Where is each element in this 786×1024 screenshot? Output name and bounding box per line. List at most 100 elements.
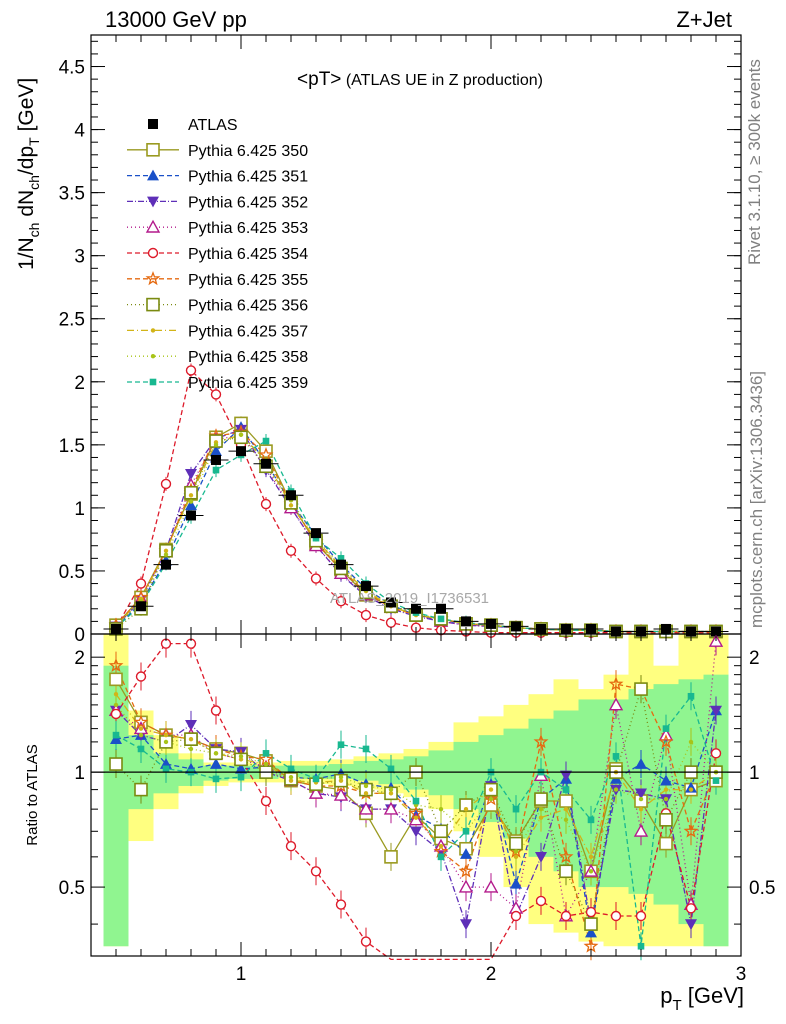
series-point-ratio: [237, 773, 245, 781]
series-point-ratio: [312, 775, 320, 783]
series-point-ratio: [113, 691, 119, 697]
series-point-ratio: [410, 826, 422, 838]
main-ytick-label: 0.5: [59, 562, 85, 583]
xtick-label: 1: [236, 964, 247, 985]
side-label-bottom: mcplots.cern.ch [arXiv:1306.3436]: [747, 371, 766, 628]
series-point-ratio: [285, 840, 297, 852]
axes: 0 0.5 1 1.5 2 2.5 3 3.5 4 4.5 0.5 0.5 1 1 2 2 1 2 3: [59, 34, 775, 985]
series-point-ratio: [583, 938, 599, 953]
series-point-main: [210, 445, 222, 456]
series-point-main: [360, 609, 372, 621]
data-point: [161, 559, 171, 570]
data-point: [211, 454, 221, 465]
series-point-ratio: [688, 787, 694, 792]
legend-marker: [145, 219, 161, 233]
data-point: [411, 603, 421, 614]
series-point-ratio: [387, 765, 395, 773]
series-point-ratio: [685, 919, 697, 931]
data-point: [361, 581, 371, 592]
series-point-ratio: [563, 817, 569, 823]
series-point-ratio: [513, 849, 519, 854]
main-ytick-label: 3.5: [59, 184, 85, 205]
data-point: [236, 446, 246, 457]
series-point-main: [188, 499, 194, 504]
series-point-ratio: [533, 734, 549, 749]
series-point-ratio: [112, 731, 120, 739]
series-point-ratio: [662, 725, 670, 732]
series-point-main: [312, 534, 320, 542]
series-point-ratio: [363, 783, 369, 789]
series-point-ratio: [534, 792, 548, 806]
series-point-ratio: [212, 775, 220, 783]
series-point-ratio: [710, 748, 722, 759]
data-point: [336, 559, 346, 570]
series-point-ratio: [463, 806, 469, 812]
series-point-ratio: [585, 906, 597, 918]
series-point-ratio: [510, 910, 522, 922]
series-point-ratio: [263, 761, 269, 767]
series-point-ratio: [559, 864, 573, 879]
series-point-ratio: [612, 753, 620, 760]
series-point-ratio: [238, 754, 244, 759]
series-point-main: [310, 573, 322, 584]
series-point-ratio: [509, 836, 523, 851]
series-point-ratio: [658, 734, 674, 749]
legend-label: Pythia 6.425 353: [188, 220, 308, 237]
main-ytick-label: 3: [74, 247, 85, 268]
series-point-ratio: [634, 682, 648, 696]
series-point-ratio: [587, 816, 595, 824]
watermark: ATLAS_2019_I1736531: [330, 590, 489, 607]
series-point-ratio: [133, 714, 149, 729]
main-ytick-label: 2.5: [59, 310, 85, 331]
side-label-top: Rivet 3.1.10, ≥ 300k events: [745, 59, 764, 265]
series-point-ratio: [538, 806, 544, 812]
series-point-ratio: [438, 806, 444, 812]
series-point-ratio: [213, 751, 219, 756]
series-point-ratio: [462, 827, 470, 835]
legend-marker: [147, 247, 159, 259]
series-point-ratio: [562, 786, 570, 793]
series-point-ratio: [588, 869, 594, 874]
series-point-main: [163, 552, 169, 557]
legend-label: Pythia 6.425 358: [188, 349, 308, 366]
legend-marker: [147, 196, 159, 208]
series-point-ratio: [559, 794, 573, 808]
series-point-ratio: [188, 736, 194, 742]
series-point-main: [262, 437, 270, 445]
series-point-ratio: [613, 787, 619, 792]
series-point-ratio: [660, 774, 672, 786]
series-point-ratio: [685, 781, 697, 793]
series-point-ratio: [287, 765, 295, 773]
series-point-ratio: [262, 750, 270, 757]
data-point: [436, 603, 446, 614]
series-line-ratio: [115, 642, 717, 961]
xtick-label: 3: [736, 964, 747, 985]
main-ytick-label: 4: [74, 121, 85, 142]
series-point-ratio: [635, 788, 647, 800]
series-point-ratio: [560, 770, 572, 782]
series-point-ratio: [310, 866, 322, 877]
series-point-main: [210, 389, 222, 400]
main-ytick-label: 1: [74, 499, 85, 520]
series-point-ratio: [460, 848, 472, 859]
series-point-ratio: [388, 791, 394, 796]
series-point-ratio: [135, 671, 147, 682]
series-point-ratio: [488, 787, 494, 792]
series-point-ratio: [113, 702, 119, 708]
legend-marker: [146, 143, 160, 157]
series-point-main: [337, 555, 345, 562]
series-point-ratio: [163, 732, 169, 738]
series-point-main: [213, 442, 219, 448]
series-point-main: [385, 617, 397, 628]
series-point-main: [259, 444, 273, 458]
legend-label: Pythia 6.425 354: [188, 246, 308, 263]
series-point-ratio: [683, 823, 699, 838]
legend-label: Pythia 6.425 350: [188, 143, 308, 160]
series-point-ratio: [608, 676, 624, 691]
legend-label: ATLAS: [188, 117, 238, 134]
legend-label: Pythia 6.425 355: [188, 272, 308, 289]
series-point-ratio: [362, 745, 370, 753]
series-point-ratio: [510, 877, 522, 889]
series-point-ratio: [633, 823, 649, 837]
